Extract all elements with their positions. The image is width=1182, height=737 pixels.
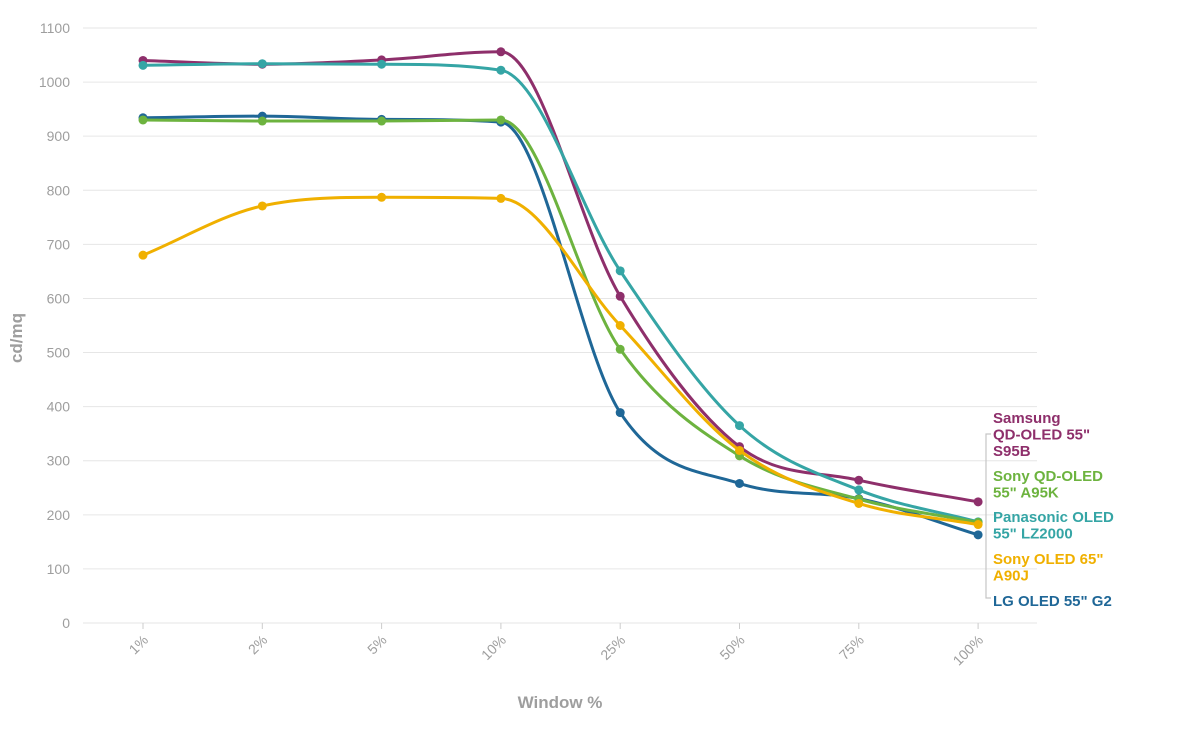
- data-point: [973, 530, 983, 540]
- data-point: [496, 47, 506, 57]
- x-tick-label: 2%: [245, 632, 271, 658]
- y-tick-label: 600: [47, 290, 71, 306]
- data-point: [138, 115, 148, 125]
- data-point: [138, 60, 148, 70]
- data-point: [854, 485, 864, 495]
- data-point: [735, 478, 744, 488]
- y-tick-label: 200: [47, 507, 71, 523]
- legend-label: LG OLED 55" G2: [993, 593, 1112, 610]
- x-tick-label: 75%: [836, 632, 867, 663]
- y-tick-label: 100: [47, 561, 71, 577]
- legend-label: Samsung: [993, 410, 1061, 427]
- series-line: [142, 118, 979, 524]
- legend-label: QD-OLED 55": [993, 427, 1090, 444]
- y-tick-label: 0: [62, 615, 70, 631]
- y-axis-ticks: 0 100 200 300 400 500 600 700 800 900 1000 1100: [39, 20, 70, 631]
- data-point: [377, 59, 387, 69]
- legend-connector: [985, 433, 991, 599]
- data-point: [377, 192, 387, 202]
- y-tick-label: 800: [47, 182, 71, 198]
- data-point: [257, 116, 267, 126]
- series-line: [142, 195, 979, 527]
- y-axis-title: cd/mq: [7, 313, 26, 363]
- y-tick-label: 300: [47, 453, 71, 469]
- data-point: [257, 201, 267, 211]
- legend-label: Panasonic OLED: [993, 509, 1114, 526]
- x-tick-label: 25%: [597, 632, 628, 663]
- data-point: [496, 193, 506, 203]
- data-point: [615, 321, 625, 330]
- data-point: [615, 344, 625, 354]
- data-point: [615, 291, 625, 301]
- data-point: [854, 475, 864, 485]
- data-point: [735, 421, 744, 431]
- x-tick-label: 10%: [478, 632, 509, 663]
- data-point: [615, 408, 625, 418]
- series-line: [142, 114, 979, 537]
- legend-label: 55" A95K: [993, 485, 1059, 502]
- series-2: [138, 111, 983, 540]
- x-tick-label: 1%: [125, 632, 151, 658]
- data-point: [973, 520, 983, 530]
- data-point: [377, 116, 387, 126]
- series-4: [138, 192, 983, 530]
- series-lines: [138, 47, 983, 540]
- data-point: [973, 497, 983, 507]
- y-tick-label: 1000: [39, 74, 70, 90]
- data-point: [257, 59, 267, 69]
- y-tick-label: 900: [47, 128, 71, 144]
- x-tick-label: 5%: [364, 632, 390, 658]
- legend-label: S95B: [993, 443, 1031, 460]
- y-tick-label: 500: [47, 345, 71, 361]
- legend-label: Sony OLED 65": [993, 551, 1103, 568]
- x-tick-label: 100%: [950, 632, 987, 669]
- series-1: [138, 59, 983, 527]
- series-line: [142, 62, 979, 524]
- legend-label: Sony QD-OLED: [993, 468, 1103, 485]
- data-point: [138, 250, 148, 260]
- gridlines: [83, 27, 1037, 624]
- data-point: [615, 266, 625, 276]
- y-tick-label: 1100: [40, 20, 70, 36]
- y-tick-label: 400: [47, 399, 71, 415]
- x-axis-title: Window %: [518, 693, 603, 712]
- data-point: [854, 498, 864, 508]
- data-point: [735, 445, 744, 455]
- legend-label: A90J: [993, 568, 1029, 585]
- x-tick-label: 50%: [716, 632, 747, 663]
- y-tick-label: 700: [47, 236, 71, 252]
- data-point: [496, 115, 506, 125]
- series-line: [142, 50, 979, 504]
- series-3: [138, 115, 983, 527]
- data-point: [496, 65, 506, 75]
- legend-label: 55" LZ2000: [993, 526, 1073, 543]
- x-axis-ticks: 1% 2% 5% 10% 25% 50% 75% 100%: [125, 623, 986, 668]
